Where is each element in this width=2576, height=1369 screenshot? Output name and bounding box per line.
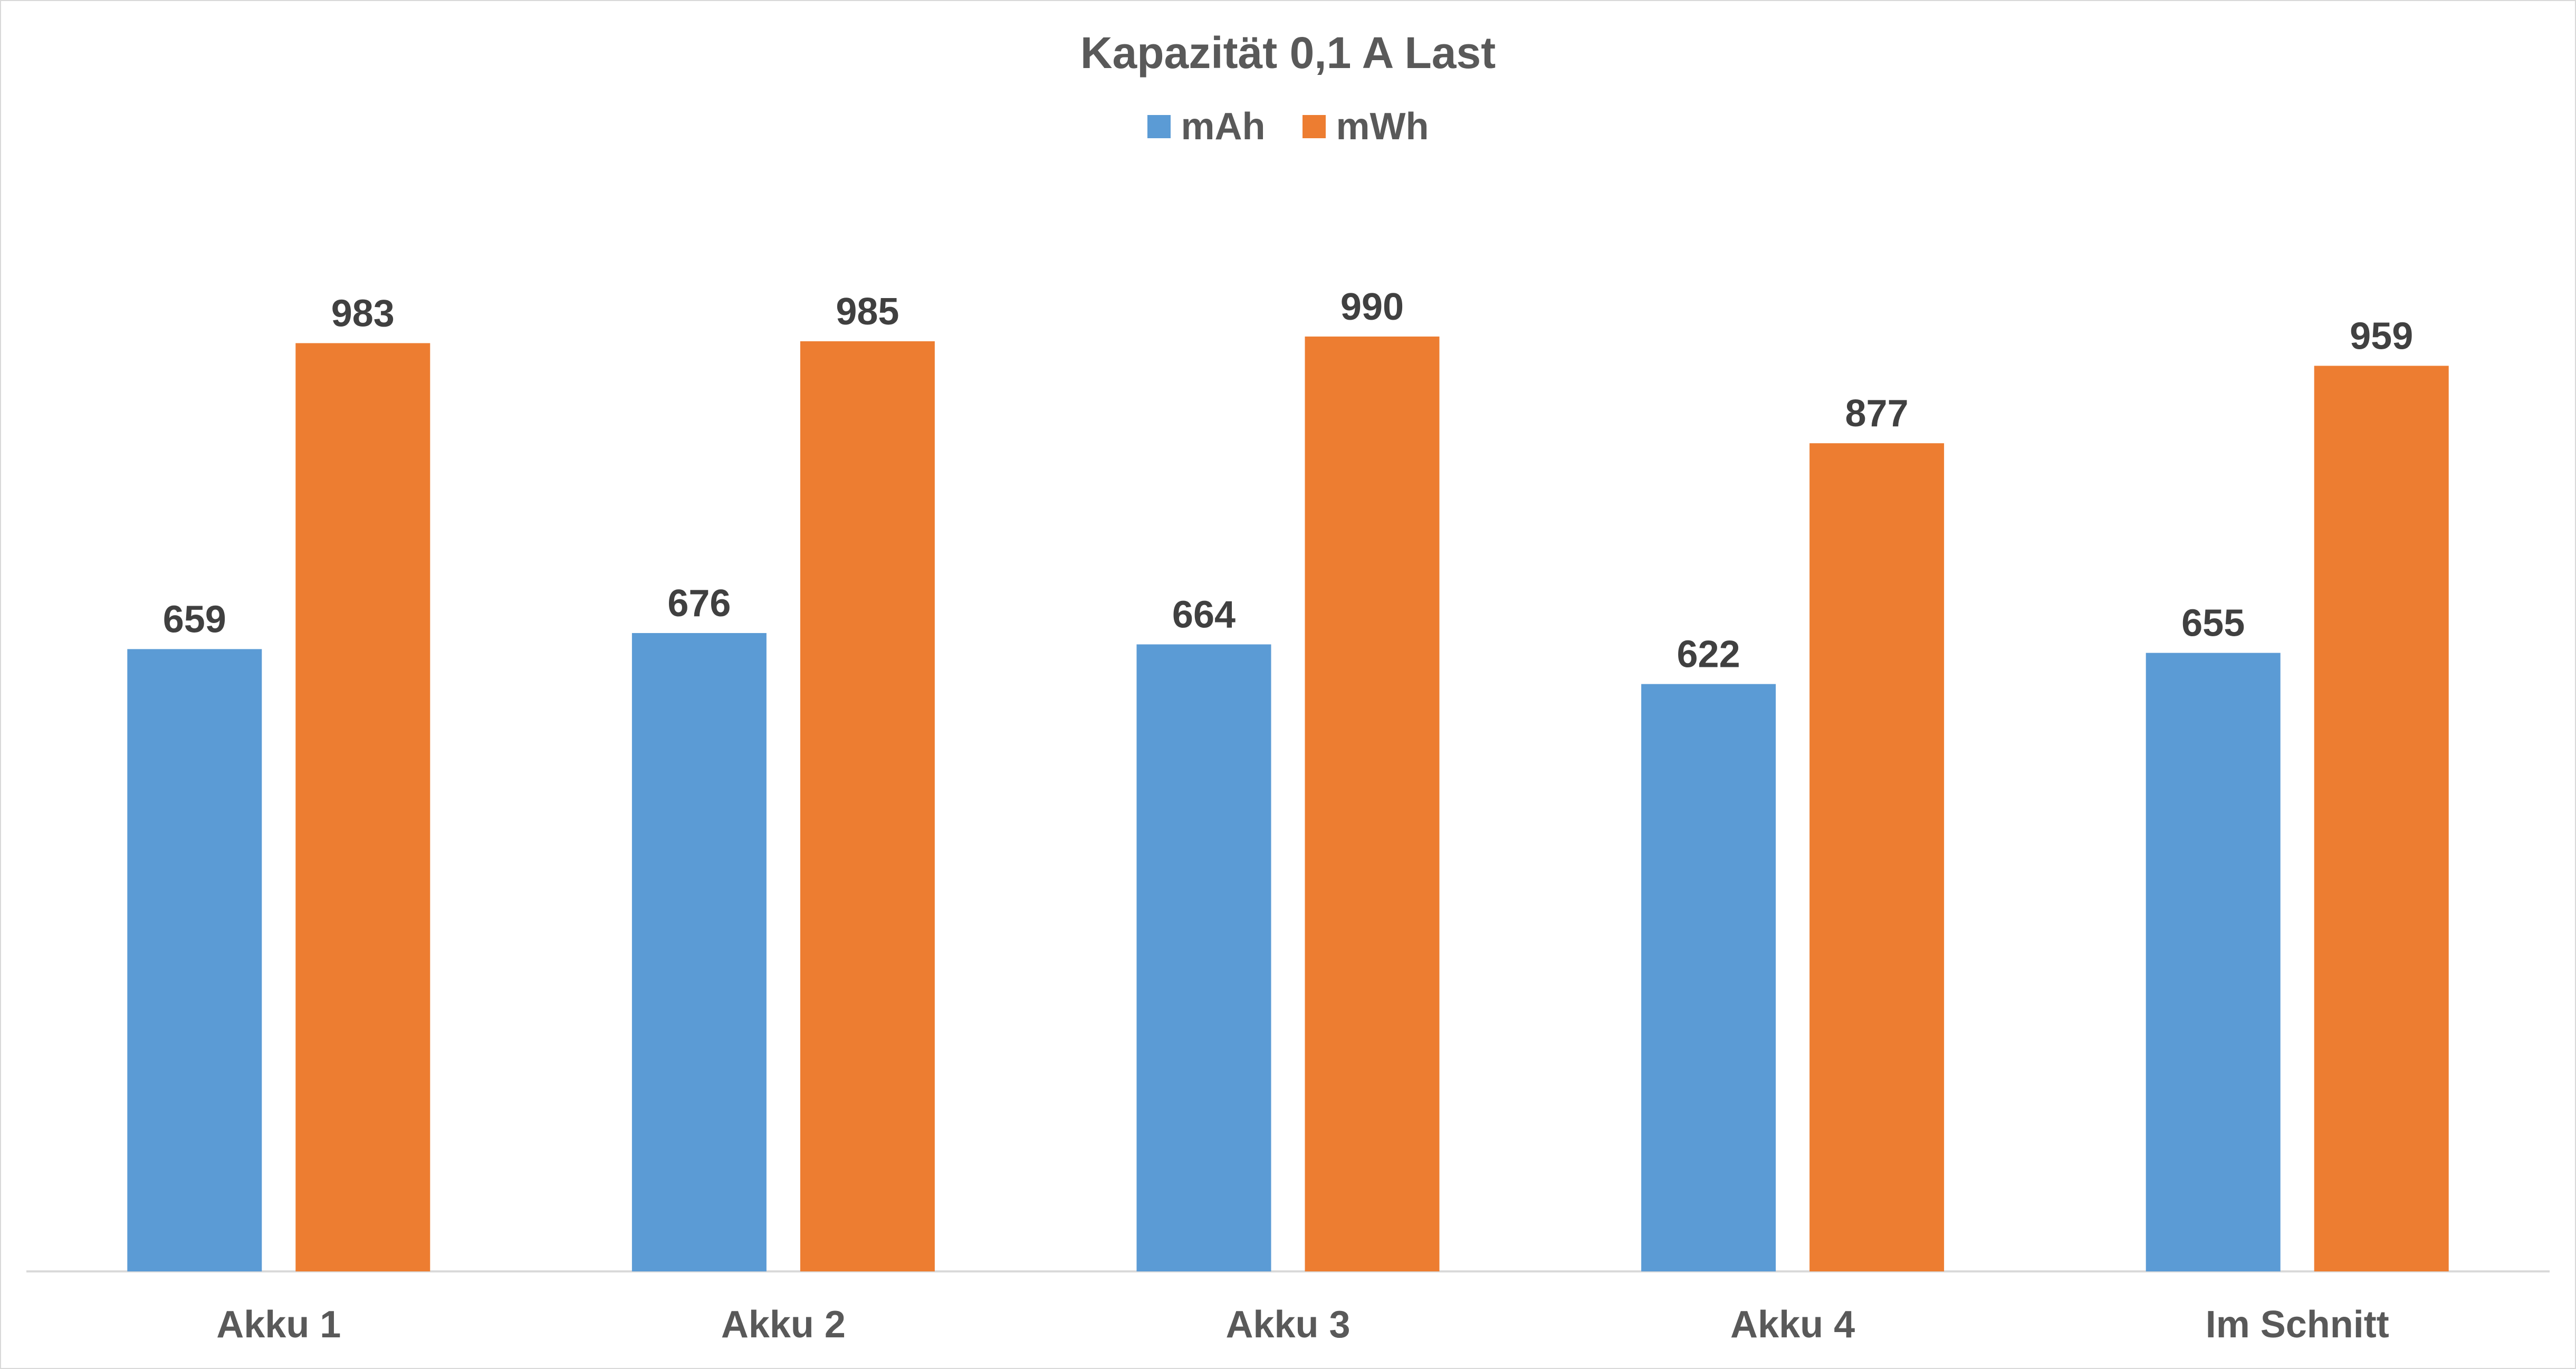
data-label-mwh-2: 985 — [836, 291, 899, 333]
legend-label-series-2: mWh — [1336, 106, 1429, 148]
data-label-mwh-3: 990 — [1340, 286, 1404, 328]
chart-title: Kapazität 0,1 A Last — [1080, 28, 1496, 78]
data-label-mwh-5: 959 — [2350, 315, 2413, 357]
data-label-mah-1: 659 — [163, 598, 226, 640]
category-label-4: Akku 4 — [1730, 1304, 1855, 1346]
bar-mah-5 — [2146, 653, 2281, 1271]
legend-label-series-1: mAh — [1181, 106, 1266, 148]
legend-item-series-2: mWh — [1302, 100, 1429, 153]
data-label-mah-5: 655 — [2181, 602, 2245, 645]
bar-mah-2 — [631, 633, 767, 1271]
data-label-mah-3: 664 — [1172, 593, 1236, 636]
category-label-5: Im Schnitt — [2206, 1304, 2389, 1346]
data-label-mah-2: 676 — [667, 582, 731, 625]
data-label-mah-4: 622 — [1677, 634, 1740, 676]
category-label-2: Akku 2 — [721, 1304, 846, 1346]
data-label-mwh-4: 877 — [1845, 392, 1909, 435]
data-label-mwh-1: 983 — [331, 292, 395, 334]
legend: mAh mWh — [0, 100, 2576, 153]
bar-mwh-3 — [1305, 336, 1440, 1271]
legend-swatch-series-2 — [1302, 115, 1326, 138]
category-label-3: Akku 3 — [1225, 1304, 1350, 1346]
category-label-1: Akku 1 — [216, 1304, 341, 1346]
bar-mah-3 — [1136, 644, 1271, 1271]
bar-mah-4 — [1641, 684, 1776, 1271]
bar-mwh-2 — [800, 341, 935, 1271]
bar-mwh-5 — [2314, 366, 2449, 1271]
legend-item-series-1: mAh — [1147, 100, 1266, 153]
bar-mwh-4 — [1809, 443, 1945, 1272]
bar-mah-1 — [127, 649, 262, 1271]
legend-swatch-series-1 — [1147, 115, 1171, 138]
bar-mwh-1 — [295, 343, 430, 1272]
